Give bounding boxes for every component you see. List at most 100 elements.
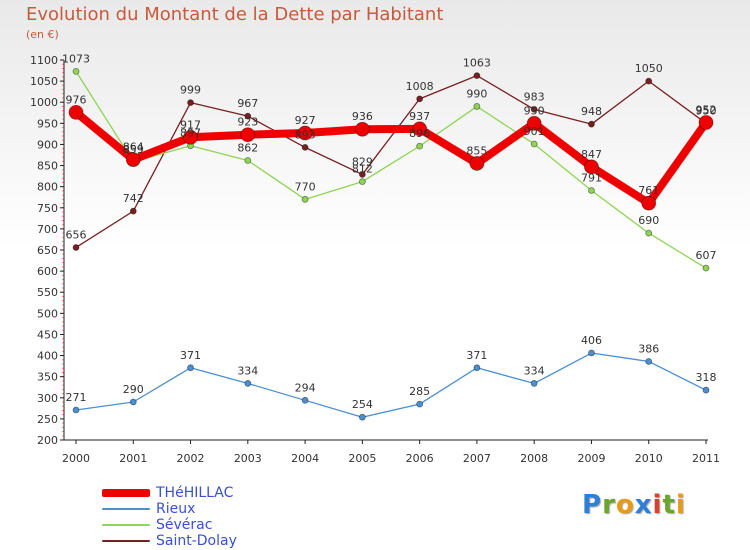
y-minor-tick <box>62 241 64 243</box>
data-point-th-hillac <box>68 104 84 120</box>
data-label-saint-dolay: 983 <box>524 90 545 103</box>
data-label-saint-dolay: 999 <box>180 84 201 97</box>
data-label-rieux: 334 <box>524 364 545 377</box>
x-tick-label: 2009 <box>577 452 605 465</box>
legend-swatch <box>102 508 150 510</box>
data-label-rieux: 371 <box>466 349 487 362</box>
data-label-s-v-rac: 812 <box>352 163 373 176</box>
data-point-s-v-rac <box>645 229 653 237</box>
y-minor-tick <box>62 118 64 120</box>
y-minor-tick <box>62 135 64 137</box>
data-label-saint-dolay: 656 <box>66 228 87 241</box>
data-label-rieux: 294 <box>295 381 316 394</box>
y-minor-tick <box>62 236 64 238</box>
y-tick-label: 750 <box>37 202 58 215</box>
y-tick-label: 1100 <box>30 54 58 67</box>
data-label-th-hillac: 923 <box>237 116 258 129</box>
y-minor-tick <box>62 177 64 179</box>
data-point-rieux <box>702 386 710 394</box>
y-minor-tick <box>62 203 64 205</box>
data-point-th-hillac <box>125 152 141 168</box>
data-point-th-hillac <box>698 115 714 130</box>
y-minor-tick <box>62 371 64 373</box>
legend-swatch <box>102 540 150 542</box>
y-minor-tick <box>62 72 64 74</box>
data-point-s-v-rac <box>358 178 366 186</box>
y-minor-tick <box>62 325 64 327</box>
x-tick-label: 2000 <box>62 452 90 465</box>
x-tick-label: 2007 <box>463 452 491 465</box>
data-label-saint-dolay: 967 <box>237 97 258 110</box>
data-point-saint-dolay <box>530 106 538 113</box>
y-minor-tick <box>62 245 64 247</box>
chart-title: Evolution du Montant de la Dette par Hab… <box>26 4 444 25</box>
data-label-th-hillac: 936 <box>352 110 373 123</box>
data-label-s-v-rac: 859 <box>123 143 144 156</box>
y-minor-tick <box>62 363 64 365</box>
unit-note: (en €) <box>26 28 59 41</box>
data-point-rieux <box>301 396 309 404</box>
data-point-th-hillac <box>354 121 370 137</box>
logo-letter: i <box>675 490 686 520</box>
y-minor-tick <box>62 342 64 344</box>
y-tick-label: 800 <box>37 181 58 194</box>
y-minor-tick <box>62 63 64 65</box>
data-point-s-v-rac <box>244 157 252 164</box>
y-minor-tick <box>62 97 64 99</box>
y-minor-tick <box>62 148 64 150</box>
y-minor-tick <box>62 422 64 424</box>
data-label-saint-dolay: 893 <box>295 128 316 141</box>
data-point-saint-dolay <box>645 77 653 85</box>
y-minor-tick <box>62 93 64 95</box>
data-point-rieux <box>358 413 366 421</box>
y-minor-tick <box>62 435 64 437</box>
data-point-s-v-rac <box>702 264 710 272</box>
series-line-saint-dolay <box>75 74 707 249</box>
y-minor-tick <box>62 279 64 281</box>
y-minor-tick <box>62 426 64 428</box>
y-minor-tick <box>62 67 64 69</box>
y-minor-tick <box>62 257 64 259</box>
data-point-th-hillac <box>183 129 198 145</box>
data-point-th-hillac <box>641 195 657 211</box>
legend-label: Saint-Dolay <box>156 533 237 549</box>
y-tick-label: 650 <box>37 244 58 257</box>
y-minor-tick <box>62 114 64 116</box>
x-tick-label: 2003 <box>234 452 262 465</box>
data-point-saint-dolay <box>473 72 481 80</box>
data-label-saint-dolay: 1050 <box>635 62 663 75</box>
data-point-s-v-rac <box>301 195 309 203</box>
y-minor-tick <box>62 380 64 382</box>
data-point-saint-dolay <box>301 143 309 151</box>
y-minor-tick <box>62 139 64 141</box>
data-label-rieux: 254 <box>352 398 373 411</box>
data-point-rieux <box>645 358 653 365</box>
legend-item: Saint-Dolay <box>102 533 237 549</box>
y-minor-tick <box>62 105 64 107</box>
data-label-th-hillac: 937 <box>409 110 430 123</box>
data-point-th-hillac <box>469 156 485 171</box>
y-minor-tick <box>62 215 64 217</box>
y-minor-tick <box>62 266 64 268</box>
x-tick-label: 2001 <box>119 452 147 465</box>
legend-item: THéHILLAC <box>102 485 237 501</box>
y-minor-tick <box>62 431 64 433</box>
legend-item: Sévérac <box>102 517 237 533</box>
data-point-rieux <box>129 398 137 406</box>
y-tick-label: 900 <box>37 138 58 151</box>
y-minor-tick <box>62 350 64 352</box>
data-label-th-hillac: 847 <box>581 148 602 161</box>
y-minor-tick <box>62 287 64 289</box>
y-minor-tick <box>62 283 64 285</box>
logo-letter: P <box>582 490 603 520</box>
data-label-rieux: 290 <box>123 383 144 396</box>
data-label-rieux: 285 <box>409 385 430 398</box>
y-tick-label: 450 <box>37 328 58 341</box>
y-minor-tick <box>62 414 64 416</box>
data-point-rieux <box>187 364 194 372</box>
data-point-saint-dolay <box>129 207 137 215</box>
y-minor-tick <box>62 198 64 200</box>
legend-swatch <box>102 489 150 497</box>
y-minor-tick <box>62 321 64 323</box>
